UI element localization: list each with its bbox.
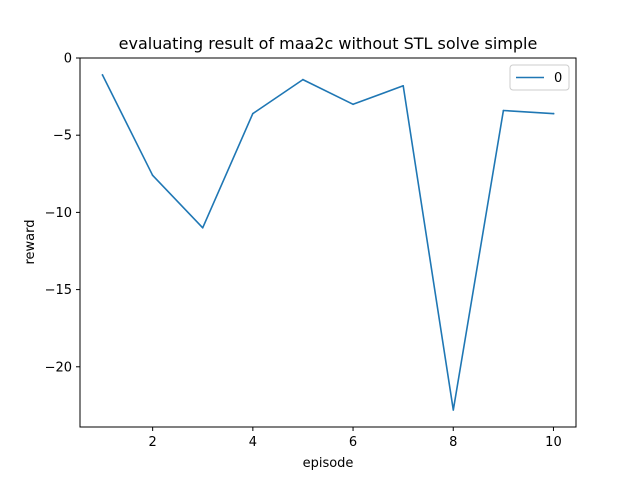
- data-point: [352, 103, 354, 106]
- data-point: [302, 78, 304, 81]
- x-tick-label: 4: [249, 435, 257, 450]
- y-tick-label: −20: [45, 360, 72, 375]
- x-tick-label: 2: [149, 435, 157, 450]
- x-tick-label: 10: [545, 435, 562, 450]
- x-axis-label: episode: [303, 456, 354, 471]
- data-point: [402, 85, 405, 87]
- legend: 0: [509, 64, 570, 91]
- data-point: [201, 227, 204, 229]
- data-point: [151, 174, 154, 177]
- legend-label: 0: [554, 71, 562, 86]
- data-point: [101, 74, 104, 76]
- chart-title: evaluating result of maa2c without STL s…: [119, 34, 538, 53]
- data-point: [452, 409, 455, 411]
- data-point: [252, 112, 254, 115]
- series-line-0: [101, 73, 555, 411]
- plot-frame: [79, 57, 577, 428]
- y-tick-label: −5: [53, 129, 72, 144]
- data-point: [552, 112, 555, 115]
- y-tick-label: 0: [64, 52, 72, 67]
- x-tick-label: 8: [449, 435, 457, 450]
- x-tick-label: 6: [349, 435, 357, 450]
- y-axis-label: reward: [23, 219, 38, 264]
- data-point: [502, 109, 505, 112]
- y-tick-label: −10: [45, 206, 72, 221]
- y-tick-label: −15: [45, 283, 72, 298]
